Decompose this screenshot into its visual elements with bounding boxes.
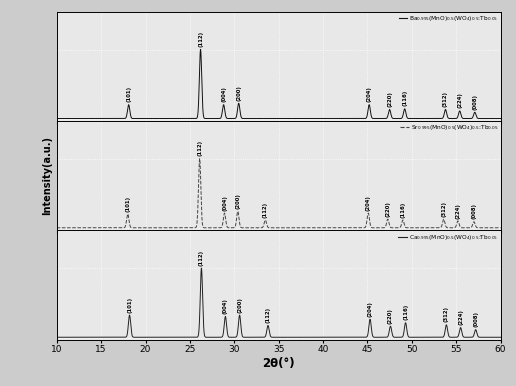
- Text: (224): (224): [457, 93, 462, 108]
- Legend: Ba$_{0.995}$(MnO)$_{0.5}$(WO$_{4}$)$_{0.5}$:Tb$_{0.05}$: Ba$_{0.995}$(MnO)$_{0.5}$(WO$_{4}$)$_{0.…: [397, 13, 499, 24]
- Text: (112): (112): [197, 140, 202, 156]
- Text: (312): (312): [441, 201, 446, 217]
- Text: (112): (112): [198, 31, 203, 47]
- Text: (200): (200): [235, 193, 240, 209]
- Text: (004): (004): [222, 195, 227, 211]
- Text: (112): (112): [266, 307, 270, 323]
- Text: (204): (204): [367, 301, 373, 317]
- Text: (312): (312): [444, 306, 449, 322]
- Y-axis label: Intensity(a.u.): Intensity(a.u.): [43, 136, 53, 215]
- Text: (101): (101): [125, 195, 130, 212]
- Text: (224): (224): [458, 309, 463, 325]
- X-axis label: 2θ(°): 2θ(°): [262, 357, 295, 370]
- Text: (220): (220): [388, 308, 393, 324]
- Text: (312): (312): [443, 91, 448, 107]
- Text: (204): (204): [366, 195, 371, 211]
- Text: (004): (004): [221, 86, 226, 102]
- Text: (220): (220): [387, 91, 392, 107]
- Legend: Ca$_{0.995}$(MnO)$_{0.5}$(WO$_{4}$)$_{0.5}$:Tb$_{0.05}$: Ca$_{0.995}$(MnO)$_{0.5}$(WO$_{4}$)$_{0.…: [397, 232, 499, 243]
- Text: (112): (112): [263, 201, 268, 218]
- Text: (116): (116): [403, 304, 408, 320]
- Text: (112): (112): [199, 249, 204, 266]
- Text: (220): (220): [385, 201, 390, 217]
- Text: (204): (204): [367, 86, 372, 102]
- Text: (101): (101): [127, 296, 132, 313]
- Text: (004): (004): [223, 298, 228, 314]
- Legend: Sr$_{0.995}$(MnO)$_{0.5}$(WO$_{4}$)$_{0.5}$:Tb$_{0.05}$: Sr$_{0.995}$(MnO)$_{0.5}$(WO$_{4}$)$_{0.…: [399, 122, 499, 134]
- Text: (008): (008): [473, 311, 478, 327]
- Text: (116): (116): [402, 90, 407, 107]
- Text: (008): (008): [472, 94, 477, 110]
- Text: (200): (200): [237, 297, 242, 313]
- Text: (116): (116): [400, 201, 406, 218]
- Text: (224): (224): [456, 203, 460, 218]
- Text: (101): (101): [126, 86, 131, 102]
- Text: (008): (008): [472, 203, 476, 219]
- Text: (200): (200): [236, 85, 241, 101]
